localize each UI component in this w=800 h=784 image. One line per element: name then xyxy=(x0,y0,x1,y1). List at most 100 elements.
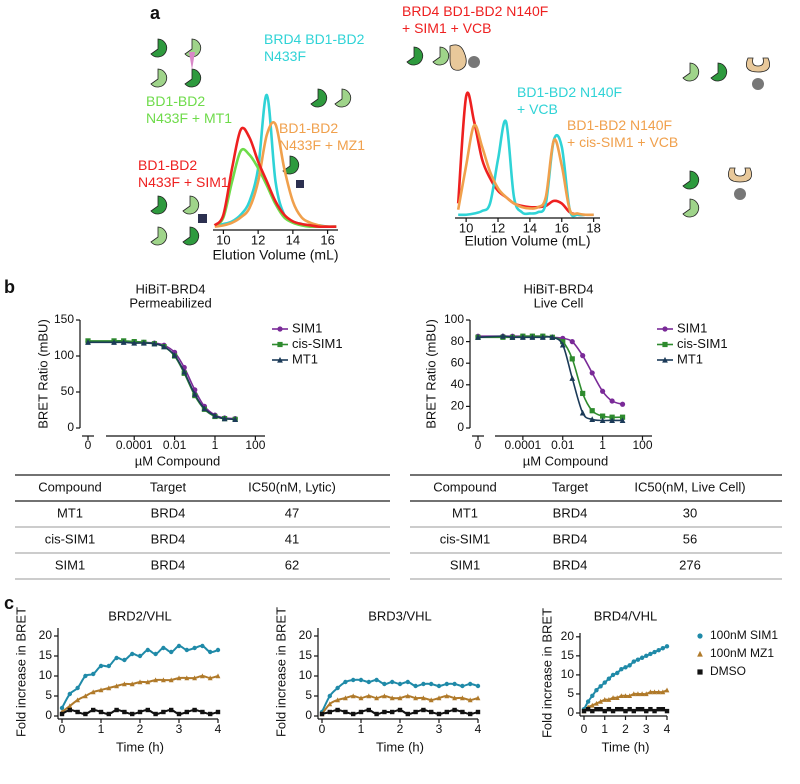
marker xyxy=(609,398,615,404)
marker xyxy=(192,675,198,681)
legend-marker xyxy=(662,356,668,363)
x-tick-label: 0 xyxy=(59,722,66,736)
marker xyxy=(161,645,166,651)
marker xyxy=(98,663,104,669)
marker xyxy=(137,679,143,685)
marker xyxy=(366,693,372,699)
series-label: BRD4 BD1-BD2 N140F + SIM1 + VCB xyxy=(402,3,549,36)
marker xyxy=(644,708,649,714)
domain-icon xyxy=(682,170,700,190)
y-tick-label: 15 xyxy=(39,648,53,662)
legend-marker xyxy=(277,356,283,363)
x-tick-label: 4 xyxy=(664,722,671,736)
marker xyxy=(319,711,325,717)
marker xyxy=(358,709,364,715)
marker xyxy=(420,695,426,701)
marker xyxy=(467,697,473,703)
marker xyxy=(589,370,595,376)
table-cell: 30 xyxy=(683,505,697,520)
vcb-icon xyxy=(468,56,480,68)
marker xyxy=(83,711,88,717)
table-cell: BRD4 xyxy=(151,531,186,546)
marker xyxy=(444,681,449,687)
legend-marker xyxy=(662,326,668,332)
marker xyxy=(569,339,575,345)
y-tick-label: 15 xyxy=(561,648,575,662)
y-tick-label: 20 xyxy=(299,628,313,642)
marker xyxy=(374,711,379,717)
x-tick-label: 100 xyxy=(632,438,652,452)
marker xyxy=(635,657,641,662)
table-cell: 41 xyxy=(285,531,299,546)
marker xyxy=(594,706,599,712)
marker xyxy=(327,709,332,715)
vcb-icon xyxy=(727,167,753,183)
marker xyxy=(460,709,465,715)
table-header: Target xyxy=(552,479,589,494)
marker xyxy=(215,709,221,715)
x-axis-label: Time (h) xyxy=(116,739,164,754)
table-header: IC50(nM, Live Cell) xyxy=(634,479,745,494)
table-cell: BRD4 xyxy=(151,505,186,520)
marker xyxy=(606,697,612,702)
marker xyxy=(436,683,442,689)
marker xyxy=(475,695,481,701)
marker xyxy=(151,340,158,347)
series-line xyxy=(213,126,337,229)
ligand-icon xyxy=(296,180,304,188)
marker xyxy=(619,401,626,407)
legend-label: SIM1 xyxy=(292,320,322,335)
marker xyxy=(660,646,666,651)
series-line xyxy=(477,335,623,422)
marker xyxy=(652,649,657,655)
marker xyxy=(635,691,641,697)
marker xyxy=(381,693,387,699)
marker xyxy=(635,706,641,712)
table-header: IC50(nM, Lytic) xyxy=(248,479,336,494)
table-header: Target xyxy=(150,479,187,494)
marker xyxy=(351,677,356,683)
marker xyxy=(114,683,120,689)
x-tick-label: 18 xyxy=(586,220,600,235)
chart-title: HiBiT-BRD4 xyxy=(135,281,205,296)
y-tick-label: 15 xyxy=(299,648,313,662)
marker xyxy=(600,388,606,394)
x-tick-label: 100 xyxy=(245,438,265,452)
marker xyxy=(631,691,637,697)
marker xyxy=(221,415,228,422)
x-tick-label: 1 xyxy=(358,722,365,736)
marker xyxy=(145,679,151,685)
legend-label: DMSO xyxy=(710,664,746,678)
x-tick-label: 3 xyxy=(176,722,183,736)
marker xyxy=(631,708,636,714)
marker xyxy=(207,675,213,681)
marker xyxy=(191,391,198,397)
x-tick-label: 2 xyxy=(137,722,144,736)
y-tick-label: 5 xyxy=(45,688,52,702)
marker xyxy=(639,706,645,712)
marker xyxy=(106,711,111,717)
marker xyxy=(421,707,426,713)
marker xyxy=(644,653,649,659)
marker xyxy=(452,707,457,713)
legend-marker xyxy=(277,341,283,348)
marker xyxy=(619,414,626,420)
marker xyxy=(90,689,96,695)
marker xyxy=(589,408,595,414)
y-tick-label: 20 xyxy=(451,399,465,413)
marker xyxy=(232,416,239,422)
marker xyxy=(390,679,395,685)
y-tick-label: 80 xyxy=(451,334,465,348)
marker xyxy=(606,706,612,712)
marker xyxy=(520,334,526,340)
x-tick-label: 16 xyxy=(320,232,334,247)
marker xyxy=(106,663,112,669)
marker xyxy=(390,709,395,715)
legend-label: 100nM SIM1 xyxy=(710,628,778,642)
marker xyxy=(559,341,566,348)
marker xyxy=(382,709,387,715)
marker xyxy=(130,711,135,717)
y-axis-label: Fold increase in BRET xyxy=(273,607,288,737)
marker xyxy=(327,701,333,707)
marker xyxy=(585,699,591,704)
